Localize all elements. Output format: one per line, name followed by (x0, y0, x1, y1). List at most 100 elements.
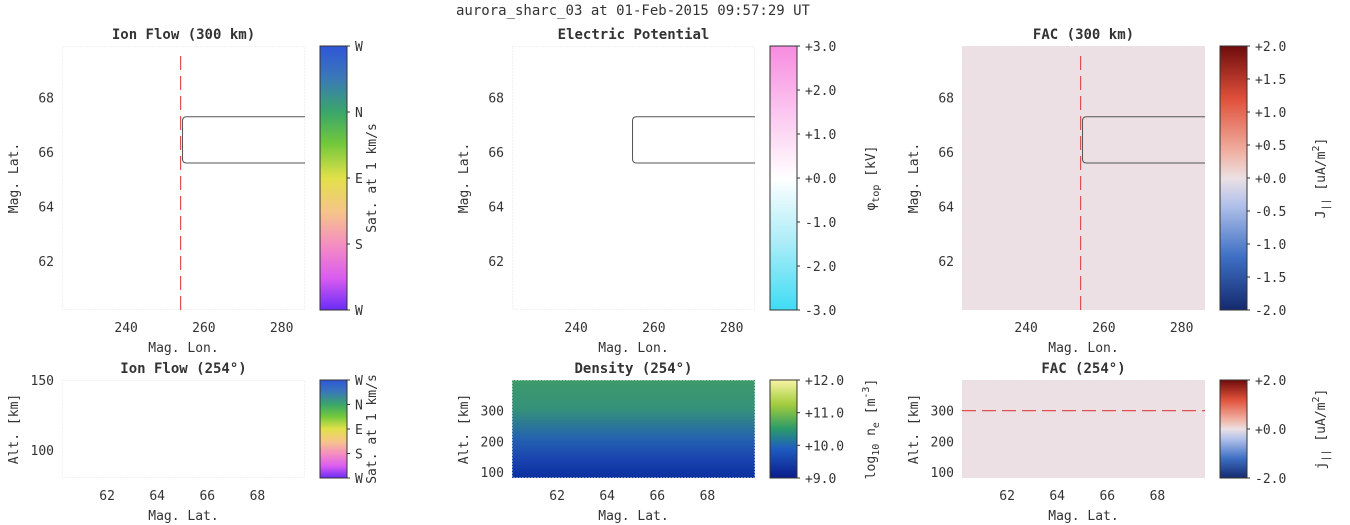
colorbar (769, 379, 798, 479)
y-tick-label: 200 (481, 435, 504, 450)
colorbar-tick-label: W (355, 304, 363, 319)
colorbar-tick-label: S (355, 238, 363, 253)
plot-area (62, 46, 305, 310)
y-tick-label: 68 (938, 92, 954, 107)
colorbar-tick-label: +0.0 (805, 172, 836, 187)
colorbar (1219, 379, 1248, 479)
colorbar-tick-label: +12.0 (805, 374, 844, 389)
plot-area (512, 380, 755, 478)
colorbar-label: Sat. at 1 km/s (365, 123, 380, 233)
panel-title: Electric Potential (558, 27, 710, 43)
panel-title: FAC (300 km) (1033, 27, 1134, 43)
x-tick-label: 64 (1049, 489, 1065, 504)
x-tick-label: 64 (599, 489, 615, 504)
colorbar (319, 45, 348, 311)
x-tick-label: 260 (642, 321, 665, 336)
colorbar (1219, 45, 1248, 311)
x-tick-label: 66 (1099, 489, 1115, 504)
plot-area (962, 380, 1205, 478)
y-axis-label: Mag. Lat. (457, 143, 472, 213)
x-tick-label: 66 (649, 489, 665, 504)
colorbar-tick-label: +0.0 (1255, 172, 1286, 187)
x-tick-label: 68 (250, 489, 266, 504)
colorbar-tick-label: +2.0 (805, 84, 836, 99)
colorbar-tick-label: +2.0 (1255, 40, 1286, 55)
x-axis-label: Mag. Lat. (1048, 509, 1118, 524)
y-tick-label: 100 (931, 466, 954, 481)
plot-frame (962, 380, 1205, 478)
x-tick-label: 68 (700, 489, 716, 504)
plot-area (62, 380, 305, 478)
colorbar-tick-label: -0.5 (1255, 205, 1286, 220)
y-tick-label: 64 (488, 201, 504, 216)
colorbar-tick-label: +2.0 (1255, 374, 1286, 389)
x-axis-label: Mag. Lon. (148, 341, 218, 356)
colorbar-tick-label: +1.0 (1255, 106, 1286, 121)
colorbar-tick-label: +3.0 (805, 40, 836, 55)
arc-contour (632, 116, 755, 164)
plot-frame (62, 46, 305, 310)
x-tick-label: 62 (999, 489, 1015, 504)
colorbar-tick-label: N (355, 106, 363, 121)
y-tick-label: 200 (931, 435, 954, 450)
colorbar-tick-label: N (355, 399, 363, 414)
panels: Ion Flow (300 km) 240 260 280 62 64 66 68 Mag. L… (7, 27, 1332, 524)
y-tick-label: 68 (488, 92, 504, 107)
plot-frame (62, 380, 305, 478)
colorbar-tick-label: +1.5 (1255, 73, 1286, 88)
colorbar-label: log10 ne [m-3] (861, 379, 882, 480)
x-tick-label: 68 (1150, 489, 1166, 504)
colorbar-tick-label: -2.0 (1255, 472, 1286, 487)
x-tick-label: 240 (564, 321, 587, 336)
colorbar-tick-label: W (355, 472, 363, 487)
y-tick-label: 100 (481, 466, 504, 481)
y-tick-label: 62 (488, 255, 504, 270)
panel-fac-254: FAC (254°) 62 64 66 68 100 200 300 Mag. Lat. Alt.… (907, 361, 1332, 524)
x-tick-label: 64 (149, 489, 165, 504)
plot-area (962, 46, 1205, 310)
colorbar-tick-label: +9.0 (805, 472, 836, 487)
y-axis-label: Alt. [km] (907, 394, 922, 464)
colorbar-tick-label: -1.0 (1255, 238, 1286, 253)
x-tick-label: 260 (1092, 321, 1115, 336)
x-axis-label: Mag. Lat. (148, 509, 218, 524)
y-tick-label: 66 (488, 146, 504, 161)
panel-title: Ion Flow (254°) (120, 361, 246, 377)
x-tick-label: 260 (192, 321, 215, 336)
x-tick-label: 62 (549, 489, 565, 504)
colorbar-tick-label: -2.0 (1255, 304, 1286, 319)
y-axis-label: Mag. Lat. (7, 143, 22, 213)
colorbar-label: j|| [uA/m2] (1311, 389, 1332, 470)
y-tick-label: 100 (31, 444, 54, 459)
x-tick-label: 66 (199, 489, 215, 504)
x-axis-label: Mag. Lat. (598, 509, 668, 524)
y-axis-label: Alt. [km] (7, 394, 22, 464)
plot-frame (512, 380, 755, 478)
figure-title: aurora_sharc_03 at 01-Feb-2015 09:57:29 … (456, 3, 811, 19)
panel-fac-300: FAC (300 km) 240 260 280 62 64 66 68 Mag. Lon. Ma… (907, 27, 1332, 356)
panel-ion-flow-300: Ion Flow (300 km) 240 260 280 62 64 66 68 Mag. L… (7, 27, 380, 356)
colorbar-tick-label: E (355, 423, 363, 438)
plot-frame (512, 46, 755, 310)
colorbar-tick-label: -1.0 (805, 216, 836, 231)
arc-contour (182, 116, 305, 164)
x-axis-label: Mag. Lon. (1048, 341, 1118, 356)
colorbar-label: φtop [kV] (864, 145, 882, 210)
x-tick-label: 280 (270, 321, 293, 336)
x-tick-label: 62 (99, 489, 115, 504)
y-tick-label: 64 (938, 201, 954, 216)
colorbar-label: J|| [uA/m2] (1311, 138, 1332, 219)
y-tick-label: 64 (38, 201, 54, 216)
panel-density-254: Density (254°) 62 64 66 68 100 200 300 Mag. Lat.… (457, 361, 882, 524)
colorbar-tick-label: S (355, 448, 363, 463)
colorbar-tick-label: -1.5 (1255, 271, 1286, 286)
x-tick-label: 280 (720, 321, 743, 336)
colorbar-tick-label: +11.0 (805, 407, 844, 422)
panel-title: Density (254°) (574, 361, 692, 377)
colorbar-tick-label: W (355, 374, 363, 389)
plot-frame (962, 46, 1205, 310)
colorbar (769, 45, 798, 311)
y-tick-label: 66 (938, 146, 954, 161)
y-tick-label: 68 (38, 92, 54, 107)
